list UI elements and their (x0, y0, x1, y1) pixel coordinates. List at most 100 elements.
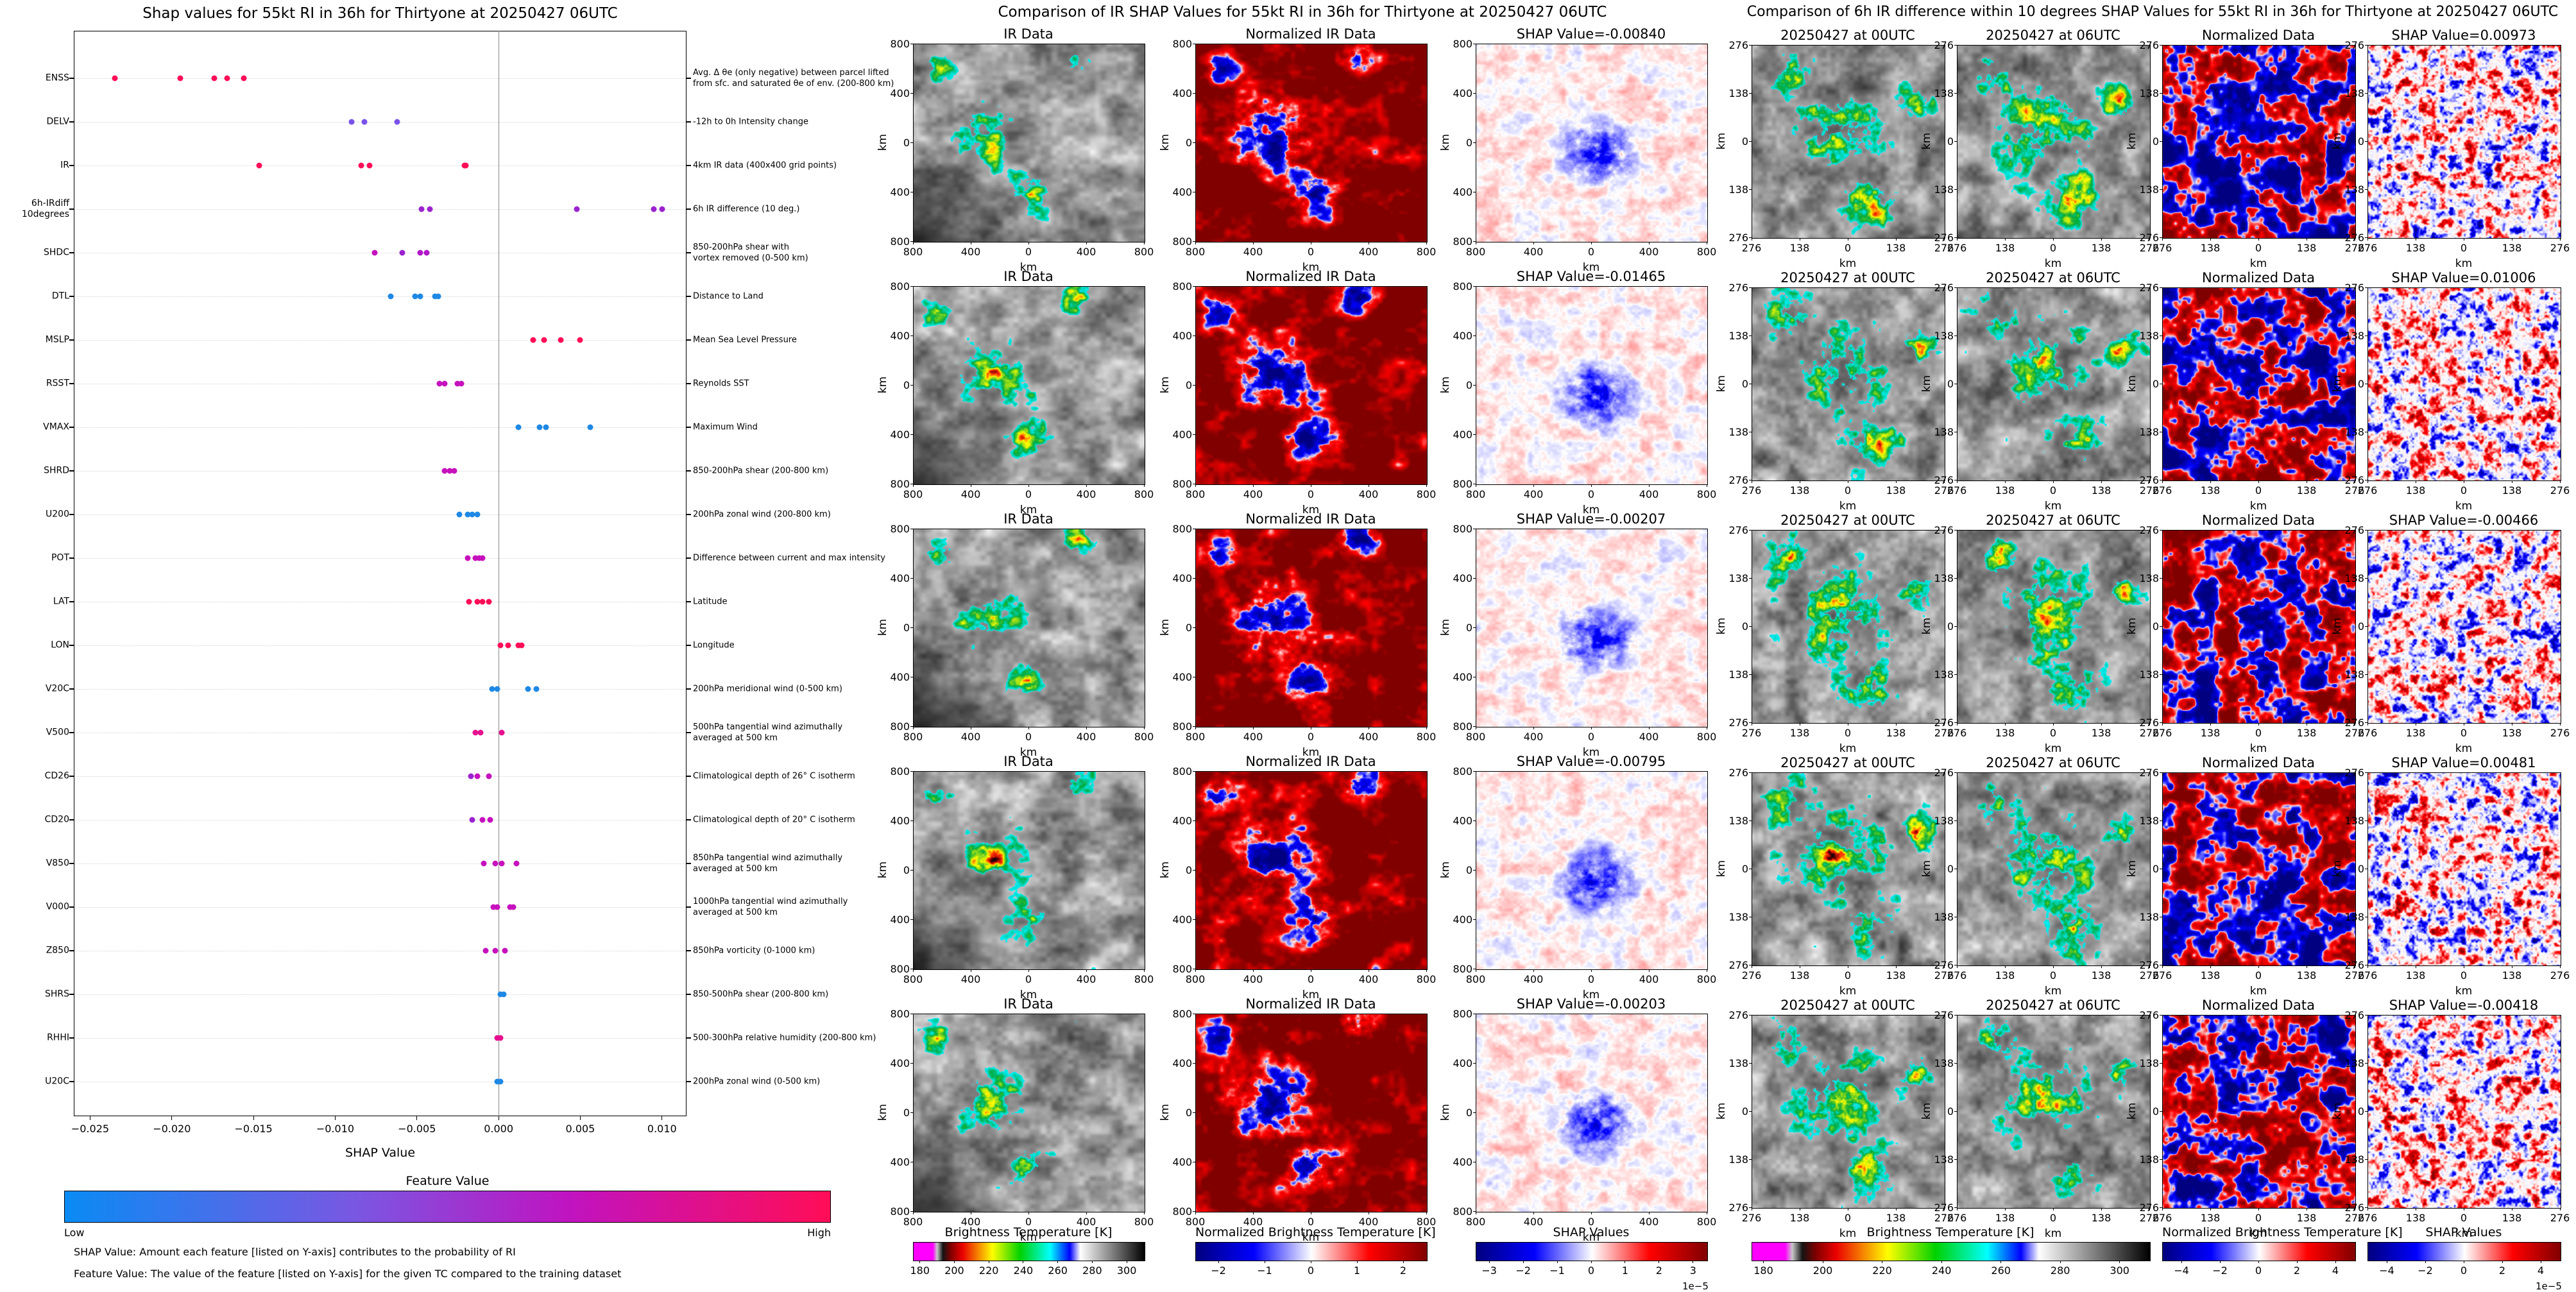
x-tickmark (1533, 969, 1534, 972)
x-tickmark (2101, 965, 2102, 968)
x-tick (661, 1116, 663, 1120)
heatmap-image-r4c2 (1195, 771, 1428, 970)
x-tickmark (2258, 238, 2259, 241)
x-tick-label: 800 (1134, 246, 1154, 258)
y-tick-label: 800 (890, 1008, 910, 1020)
feature-label-delv: DELV (46, 116, 69, 127)
y-tick-label: 400 (1453, 914, 1472, 926)
y-tickmark (2160, 625, 2162, 627)
feature-gridline (74, 994, 686, 995)
y-tickmark (1954, 529, 1957, 531)
colorbar-tick-label: 1 (1621, 1264, 1629, 1277)
y-axis-km-label: km (1715, 1102, 1728, 1120)
x-axis-km-label: km (2455, 985, 2473, 998)
x-tick-label: 276 (1934, 484, 1954, 497)
y-tick-label: 138 (2139, 426, 2159, 438)
y-tick-label: 138 (2139, 815, 2159, 827)
feature-label-ir: IR (60, 160, 69, 171)
x-tickmark (1648, 1212, 1650, 1214)
subplot-title: 20250427 at 00UTC (1780, 998, 1915, 1013)
x-tick (253, 1116, 254, 1120)
x-tick-label: 276 (2344, 484, 2365, 497)
y-tick-label: 276 (1728, 524, 1748, 536)
y-tick-right (687, 1037, 691, 1039)
colorbar-tick-label: 2 (2293, 1264, 2301, 1277)
x-tickmark (2004, 480, 2006, 483)
x-tickmark (1956, 965, 1958, 968)
x-tick-label: 400 (1523, 731, 1544, 743)
y-tickmark (2160, 44, 2162, 46)
x-tickmark (2162, 965, 2163, 968)
x-tick-label: 400 (1076, 973, 1096, 985)
x-axis-km-label: km (2044, 257, 2062, 270)
y-tick-label: 276 (1934, 1202, 1954, 1214)
subplot-title: Normalized IR Data (1245, 754, 1376, 769)
colorbar-tick-label: −2 (2418, 1264, 2433, 1277)
x-tickmark (1143, 242, 1145, 244)
y-tick-label: 138 (2139, 1153, 2159, 1166)
y-tick-label: 276 (2139, 717, 2159, 729)
shap-point (541, 337, 547, 343)
colorbar-tickmark (1763, 1261, 1764, 1263)
y-tickmark (2365, 287, 2367, 288)
subplot-title: 20250427 at 06UTC (1986, 998, 2120, 1013)
shap-point (472, 555, 479, 561)
x-tick-label: 400 (960, 731, 981, 743)
feature-desc: Longitude (693, 640, 735, 650)
y-tick-right (687, 906, 691, 908)
y-tickmark (1193, 1062, 1195, 1064)
x-tick-label: 276 (2139, 1212, 2160, 1224)
x-tick-label: 138 (2296, 242, 2317, 254)
shap-point (241, 75, 247, 81)
y-tick-label: 400 (1172, 572, 1192, 584)
x-axis-km-label: km (2044, 742, 2062, 755)
y-tickmark (2160, 722, 2162, 723)
x-tickmark (1252, 1212, 1254, 1214)
colorbar-tick-label: 280 (2050, 1264, 2070, 1277)
x-tick (171, 1116, 173, 1120)
y-tickmark (1193, 577, 1195, 579)
feature-gridline (74, 514, 686, 515)
shap-point (505, 642, 511, 649)
y-tick-label: 400 (890, 572, 910, 584)
colorbar-tickmark (2258, 1261, 2259, 1263)
y-tick-left (69, 819, 74, 820)
y-tick-label: 800 (1453, 280, 1472, 293)
y-tick-label: 276 (2344, 1202, 2364, 1214)
y-tick-label: 400 (1172, 914, 1192, 926)
shap-point (447, 468, 453, 474)
x-tick-label: 276 (1741, 484, 1762, 497)
y-tickmark (1954, 1062, 1957, 1064)
feature-desc: 200hPa meridional wind (0-500 km) (693, 684, 842, 694)
x-tick-label: 0 (1025, 246, 1032, 258)
subplot-title: Normalized Data (2202, 270, 2315, 285)
y-tick-label: 400 (1453, 572, 1472, 584)
y-tick-label: 276 (2344, 959, 2364, 971)
x-tickmark (1143, 727, 1145, 729)
feature-gridline (74, 645, 686, 646)
x-tickmark (2258, 480, 2259, 483)
shap-point (499, 729, 505, 736)
x-axis-km-label: km (2249, 257, 2267, 270)
x-tick-label: 400 (1523, 1216, 1544, 1228)
y-tick-label: 0 (903, 137, 910, 149)
y-tick-right (687, 601, 691, 602)
colorbar-tick-label: 280 (1082, 1264, 1102, 1277)
y-tick-label: 400 (1172, 186, 1192, 198)
x-tick-label: 276 (2139, 727, 2160, 739)
shap-point (256, 162, 262, 169)
x-tick-label: 138 (2091, 1212, 2111, 1224)
x-tick-label: 800 (1185, 731, 1206, 743)
x-tickmark (2052, 723, 2054, 726)
shap-point (361, 119, 368, 125)
feature-gridline (74, 776, 686, 777)
y-tick-label: 0 (2357, 1105, 2364, 1118)
subplot-title: 20250427 at 00UTC (1780, 28, 1915, 43)
x-tickmark (1956, 238, 1958, 241)
colorbar-tick-label: −2 (1211, 1264, 1226, 1277)
x-tick-label: 138 (1995, 1212, 2015, 1224)
y-tick-label: 800 (1172, 280, 1192, 293)
x-axis-km-label: km (1839, 500, 1857, 513)
x-tickmark (1895, 1208, 1897, 1211)
y-tick-label: 400 (1453, 429, 1472, 441)
